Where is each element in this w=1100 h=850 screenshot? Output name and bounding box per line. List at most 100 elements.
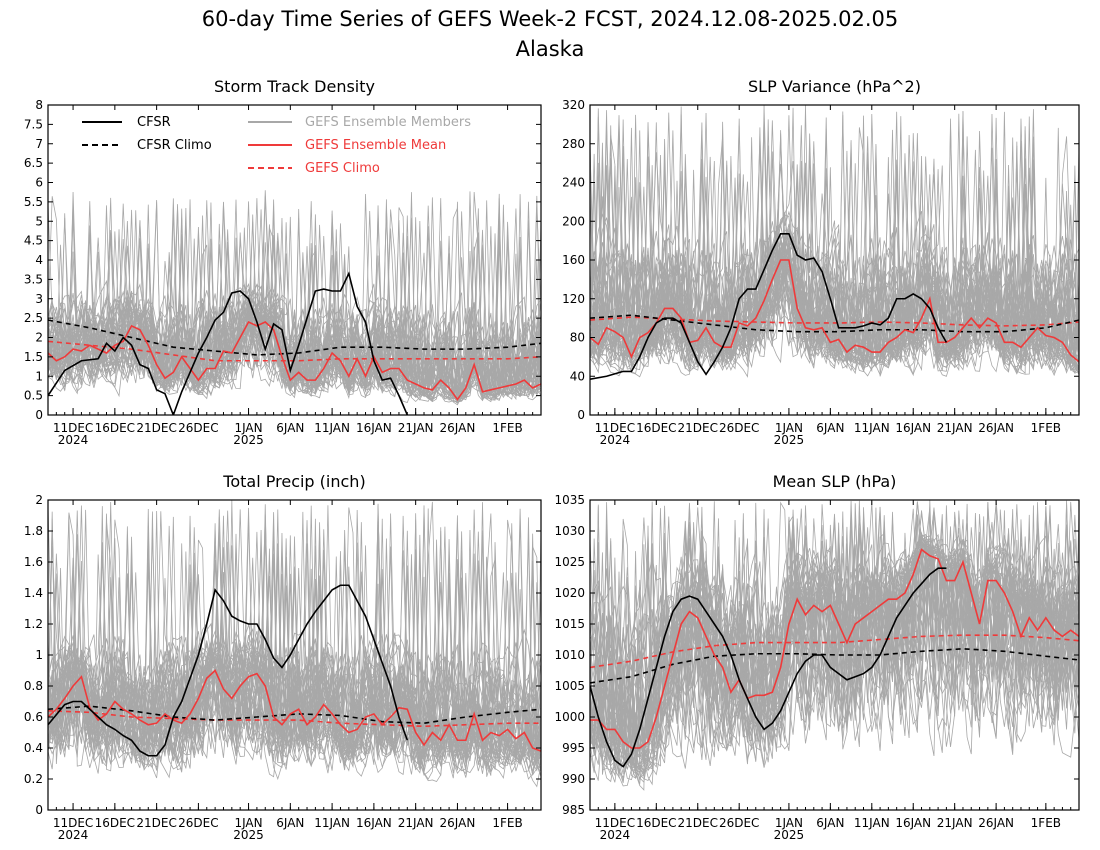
x-tick-label: 26DEC [178,421,218,435]
y-tick-label: 3 [35,292,43,306]
y-tick-label: 985 [562,803,585,817]
y-tick-label: 2 [35,493,43,507]
x-tick-year-label: 2025 [774,828,805,842]
x-tick-label: 11JAN [854,421,890,435]
ensemble-member-line [48,509,541,774]
x-tick-label: 11JAN [314,816,350,830]
cfsr-line [590,567,947,768]
x-tick-label: 21JAN [398,816,434,830]
plot-area [590,500,1079,791]
x-tick-label: 26JAN [440,816,476,830]
ensemble-member-line [590,114,1079,378]
panel-total-precip: Total Precip (inch) 0 0.2 0.4 0.6 0.8 1 1.2 1.4 1… [24,472,542,842]
y-tick-label: 990 [562,772,585,786]
y-tick-label: 40 [570,369,585,383]
x-tick-label: 1JAN [234,421,262,435]
cfsr-climo-line [48,705,541,725]
ensemble-member-line [590,508,1079,766]
plot-area [48,500,541,788]
x-tick-label: 26JAN [978,421,1014,435]
y-tick-label: 1 [35,369,43,383]
ensemble-member-line [48,507,541,764]
y-tick-label: 1.8 [24,524,43,538]
x-tick-label: 1FEB [1031,816,1061,830]
ensemble-member-line [590,147,1079,371]
x-tick-label: 1JAN [775,421,803,435]
y-tick-label: 0 [577,408,585,422]
ensemble-member-line [590,514,1079,778]
x-tick-year-label: 2024 [58,828,89,842]
x-tick-year-label: 2025 [233,433,264,447]
y-tick-label: 120 [562,292,585,306]
x-tick-label: 26DEC [719,816,759,830]
x-tick-label: 11DEC [53,421,93,435]
ensemble-member-line [590,105,1079,368]
panel-title: SLP Variance (hPa^2) [748,77,921,96]
y-tick-label: 1.6 [24,555,43,569]
y-tick-label: 6 [35,176,43,190]
y-tick-label: 1.5 [24,350,43,364]
cfsr-line [590,233,948,380]
ensemble-member-line [48,510,541,771]
plot-area [48,190,541,415]
panel-slp-variance: SLP Variance (hPa^2) 0 40 80 120 160 200 240 280… [562,77,1080,447]
y-tick-label: 2 [35,331,43,345]
x-tick-label: 11DEC [53,816,93,830]
y-tick-label: 4.5 [24,234,43,248]
x-tick-label: 11DEC [595,816,635,830]
panel-title: Storm Track Density [214,77,375,96]
ensemble-member-line [48,206,541,401]
legend-label-cfsr: CFSR [137,115,171,130]
x-tick-year-label: 2024 [58,433,89,447]
y-tick-label: 0 [35,408,43,422]
plot-area [590,105,1079,380]
x-tick-label: 16JAN [356,816,392,830]
y-tick-label: 4 [35,253,43,267]
legend-label-cfsr-climo: CFSR Climo [137,138,212,153]
y-tick-label: 1015 [554,617,585,631]
x-tick-label: 26DEC [178,816,218,830]
ensemble-mean-line [590,259,1079,363]
ensemble-member-line [48,526,541,769]
x-tick-label: 1JAN [775,816,803,830]
x-tick-label: 21DEC [678,816,718,830]
y-tick-label: 7 [35,137,43,151]
ensemble-member-line [590,141,1079,370]
y-tick-label: 1025 [554,555,585,569]
cfsr-line [48,584,409,757]
ensemble-member-line [590,121,1079,366]
cfsr-climo-line [590,647,1079,684]
x-tick-label: 21JAN [398,421,434,435]
y-tick-label: 160 [562,253,585,267]
x-tick-label: 16JAN [356,421,392,435]
legend-label-members: GEFS Ensemble Members [305,115,471,130]
y-tick-label: 1030 [554,524,585,538]
x-tick-label: 6JAN [816,421,844,435]
y-tick-label: 280 [562,137,585,151]
panel-title: Total Precip (inch) [222,472,365,491]
x-tick-label: 21DEC [678,421,718,435]
y-tick-label: 0.4 [24,741,43,755]
ensemble-member-line [590,142,1079,371]
y-tick-label: 0.2 [24,772,43,786]
ensemble-member-line [590,519,1079,767]
x-tick-label: 16JAN [895,816,931,830]
y-tick-label: 200 [562,214,585,228]
y-tick-label: 0.5 [24,389,43,403]
x-tick-label: 6JAN [276,421,304,435]
x-tick-label: 6JAN [276,816,304,830]
x-tick-label: 21JAN [937,816,973,830]
y-tick-label: 0.6 [24,710,43,724]
y-tick-label: 240 [562,176,585,190]
gefs-climo-line [48,340,541,362]
y-tick-label: 1.4 [24,586,43,600]
ensemble-mean-line [590,548,1079,749]
legend-label-ens-mean: GEFS Ensemble Mean [305,138,446,153]
y-tick-label: 0 [35,803,43,817]
y-tick-label: 1005 [554,679,585,693]
x-tick-label: 1FEB [1031,421,1061,435]
y-tick-label: 1010 [554,648,585,662]
chart-legend: CFSR CFSR Climo GEFS Ensemble Members GE… [82,115,471,176]
x-tick-label: 21JAN [937,421,973,435]
ensemble-member-line [48,198,541,396]
